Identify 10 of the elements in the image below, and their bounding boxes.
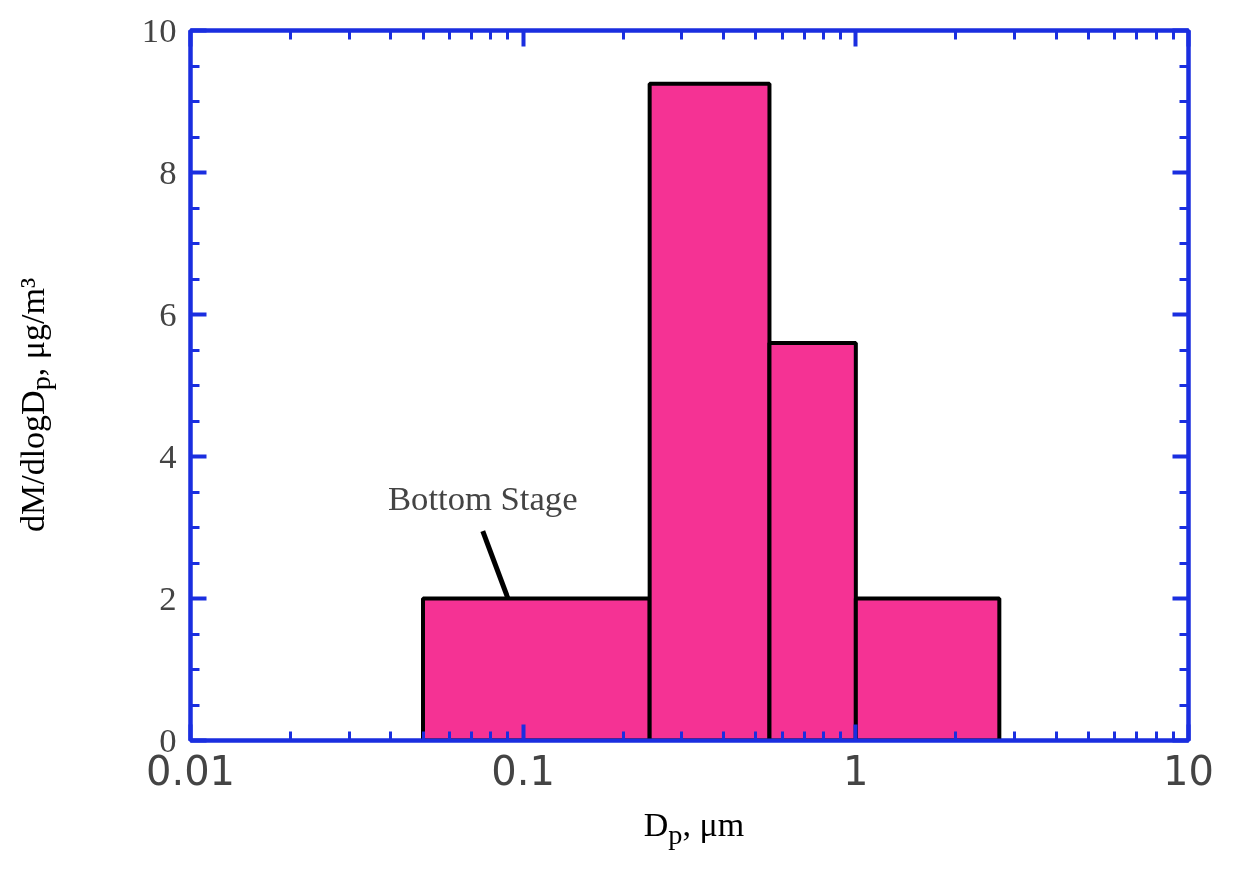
annotation: Bottom Stage [387, 478, 578, 517]
y-tick-label: 4 [159, 436, 177, 475]
x-tick-label: 0.1 [491, 747, 555, 794]
y-tick-label: 10 [141, 10, 177, 49]
y-tick-label: 8 [159, 152, 177, 191]
y-tick-label: 2 [159, 578, 177, 617]
x-tick-label: 1 [843, 747, 869, 794]
x-axis-title: D$_{p}$, μm [643, 805, 745, 852]
x-tick-label: 10 [1163, 747, 1214, 794]
y-tick-label: 6 [159, 294, 177, 333]
